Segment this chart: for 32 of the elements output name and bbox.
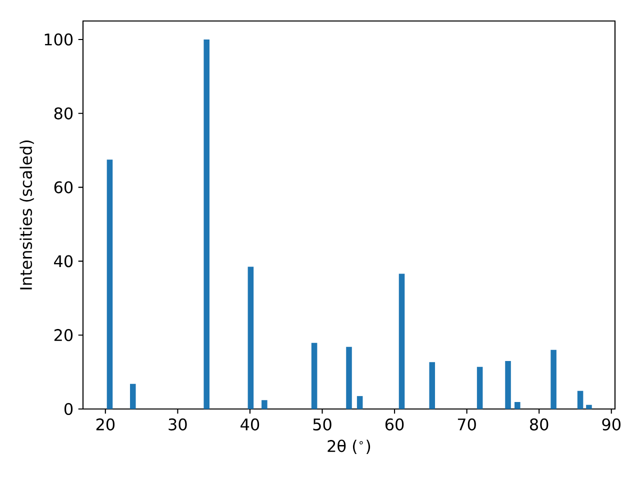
bar [356,396,363,409]
bar [262,400,268,409]
y-tick-label: 40 [54,255,73,268]
y-tick-label: 100 [44,33,73,46]
bar [204,39,210,409]
bar [346,346,352,409]
bar [130,384,136,409]
x-tick-label: 70 [458,418,476,430]
x-tick-label: 20 [96,418,115,430]
bar [429,362,436,409]
bar [311,342,318,409]
x-tick-label: 30 [168,418,187,430]
y-tick-label: 80 [54,107,73,120]
bar [398,274,405,409]
bar [248,266,254,409]
x-tick-label: 50 [313,418,332,430]
bar [476,366,483,409]
bar [505,360,511,409]
bar [514,402,520,409]
bar [550,350,556,409]
y-tick-label: 20 [54,329,73,342]
x-tick-label: 60 [385,418,404,430]
bar [586,404,592,409]
x-tick-label: 90 [602,418,620,430]
x-tick-label: 80 [530,418,548,430]
y-tick-label: 60 [54,181,73,194]
x-axis-title: 2θ ($^{∘}$) [328,440,370,454]
bar [106,160,113,409]
x-tick-label: 40 [240,418,260,430]
y-axis-title: Intensities (scaled) [20,140,34,290]
bar [577,390,584,409]
y-tick-label: 0 [64,402,73,416]
